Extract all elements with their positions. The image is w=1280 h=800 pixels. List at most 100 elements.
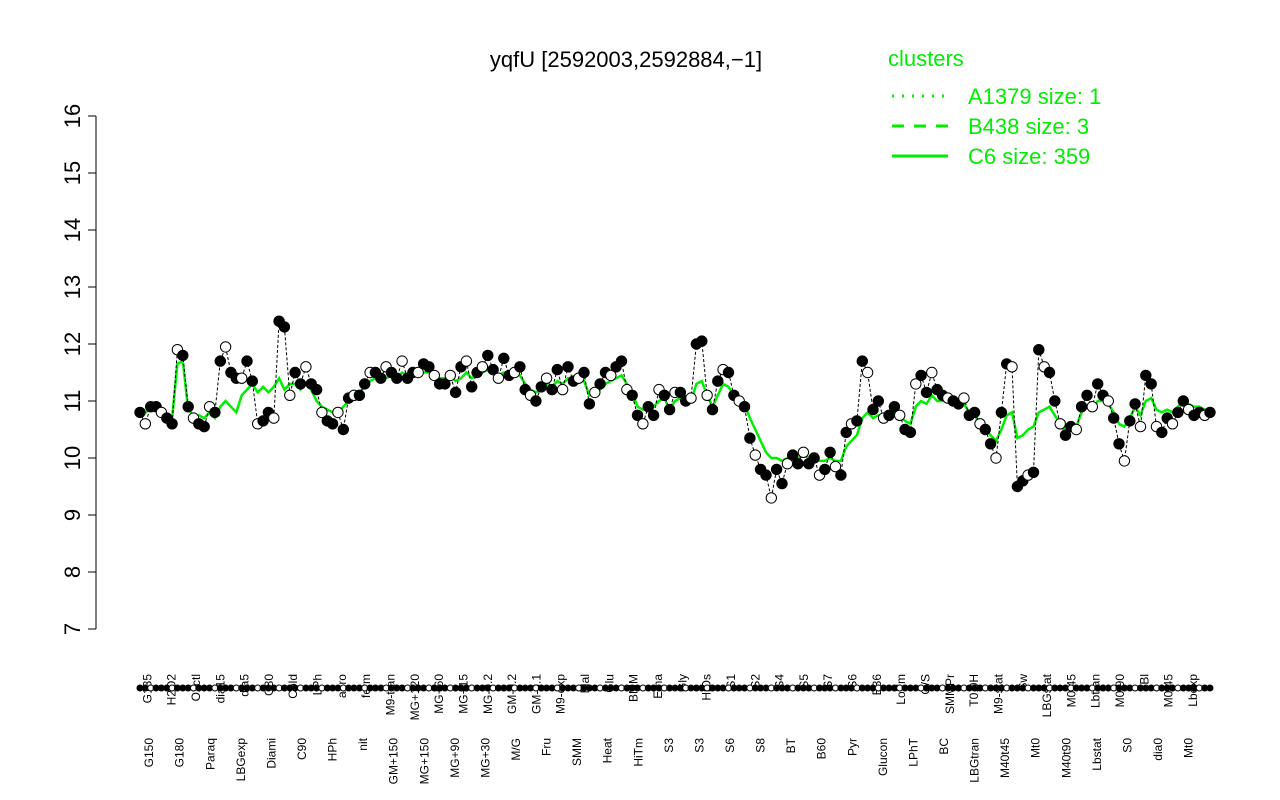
data-point [1129,398,1141,410]
data-point [1006,361,1018,373]
data-point [535,381,547,393]
data-point [514,361,526,373]
data-point [530,395,542,407]
data-point [1145,378,1157,390]
data-point [1156,426,1168,439]
data-points [134,315,1216,504]
legend: clusters A1379 size: 1 B438 size: 3 C6 siz… [888,46,1101,169]
data-point [177,349,189,362]
y-tick-label: 10 [60,446,85,470]
data-point [460,355,473,367]
data-point [808,452,820,464]
data-point [337,423,349,436]
data-point [1059,429,1072,441]
x-tick-label: M9-tran [384,674,398,715]
x-tick-label: S2 [748,674,762,689]
data-point [658,389,670,401]
data-point [770,463,783,476]
data-point [1177,395,1190,407]
data-point [904,426,917,439]
x-tick-label: LBGtran [968,738,982,783]
x-tick-label: M40t90 [1059,738,1073,778]
x-tick-label: G/S [919,674,933,695]
data-point [1092,378,1104,390]
x-tick-label: Glucon [876,738,890,776]
data-point [466,381,478,393]
data-point [268,412,280,424]
x-tick-label: Mt0 [1029,738,1043,758]
data-point [787,449,799,461]
data-point [712,375,724,387]
y-tick-label: 7 [60,623,85,635]
x-tick-label: dia0 [1151,738,1165,761]
x-tick-label: GM-0.1 [529,674,543,714]
data-point [663,403,676,416]
rug-mark [1206,684,1214,692]
data-point [990,452,1002,464]
data-point [696,335,708,347]
data-point [1049,395,1061,407]
data-point [1172,406,1184,419]
data-point [1140,369,1152,382]
data-point [396,355,408,367]
data-point [444,369,456,382]
x-tick-label: LBGstat [1040,673,1054,717]
x-tick-label: Lbtran [1089,674,1103,708]
data-point [423,361,435,373]
data-point [1124,415,1136,427]
x-tick-label: S3 [693,738,707,753]
x-tick-label: MG+30 [479,738,493,778]
data-point [1033,344,1045,356]
data-point [182,401,194,413]
data-point [760,469,772,481]
x-tick-label: Diami [265,738,279,769]
x-tick-label: GM-0.2 [505,674,519,714]
data-point [594,378,606,390]
x-tick-label: MG+120 [408,674,422,721]
x-tick-label: M9-exp [554,674,568,714]
data-point [888,401,901,413]
x-tick-label: S0 [1121,738,1135,753]
x-tick-label: Bl [1137,674,1151,685]
x-tick-label: SMM [570,738,584,766]
x-tick-label: S8 [754,738,768,753]
y-tick-label: 9 [60,509,85,521]
data-point [326,418,339,430]
data-point [1043,366,1056,379]
data-point [551,363,563,376]
data-point [894,409,906,421]
data-point [139,418,152,430]
x-tick-label: nit [356,737,370,750]
data-point [546,383,558,396]
data-point [209,406,221,419]
x-tick-label: B36 [870,674,884,696]
data-point [995,406,1008,419]
data-point [540,372,553,384]
data-point [744,432,756,444]
data-point [353,389,366,401]
data-point [198,420,210,433]
data-point [872,395,884,407]
y-tick-label: 16 [60,104,85,128]
data-point [797,446,810,458]
data-point [674,386,687,399]
data-point [359,378,371,390]
x-tick-label: HPh [326,738,340,761]
data-point [498,352,510,364]
data-point [284,389,296,401]
data-point [439,378,451,390]
data-point [615,355,628,367]
data-point [316,406,328,419]
data-point [819,463,831,476]
data-point [926,366,938,379]
data-point [428,369,440,382]
data-point [829,460,842,473]
x-axis-rug [136,684,1214,692]
data-point [958,392,970,404]
data-point [578,366,590,379]
chart-title: yqfU [2592003,2592884,−1] [490,47,762,72]
data-point [487,363,499,376]
data-point [685,392,697,404]
data-point [1081,389,1093,401]
y-tick-label: 15 [60,161,85,185]
